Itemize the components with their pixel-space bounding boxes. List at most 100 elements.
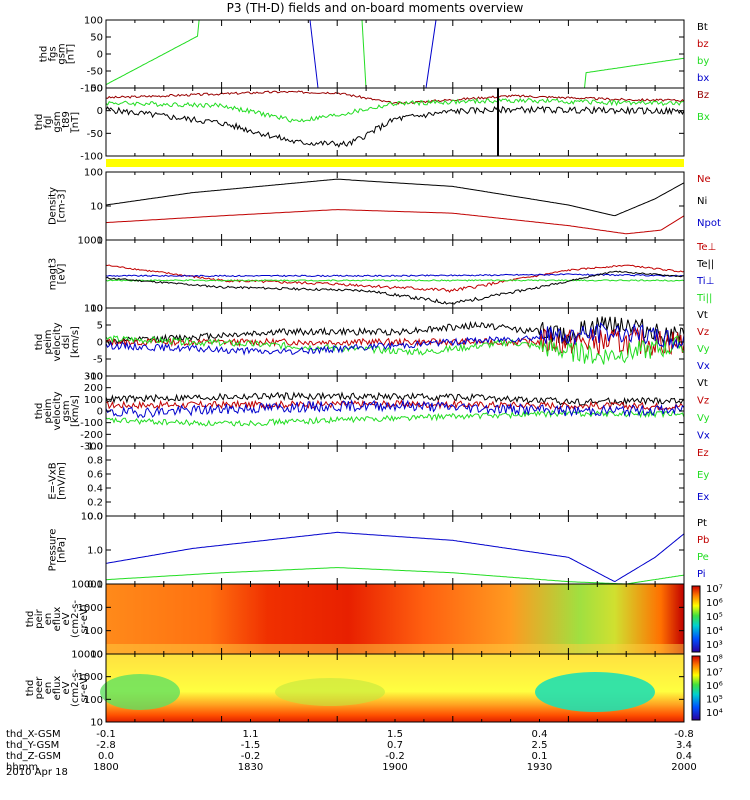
series-pi <box>105 531 685 583</box>
y-tick-label: 10 <box>90 650 103 661</box>
series-vx <box>105 398 685 419</box>
colorbar-label: 10⁵ <box>706 695 723 706</box>
footer-value: -0.2 <box>241 751 261 762</box>
y-tick-label: -100 <box>80 152 103 163</box>
y-axis-label: Pressure[nPa] <box>48 529 68 572</box>
footer-value: 1830 <box>238 762 263 773</box>
y-tick-label: -10 <box>87 372 103 383</box>
legend-entry: Vz <box>697 327 709 338</box>
y-axis-label-line: gsm <box>61 400 72 421</box>
y-tick-label: 1000 <box>78 603 103 614</box>
y-axis-label-line: [km/s] <box>70 395 81 427</box>
colorbar <box>691 585 701 653</box>
colorbar-label: 10⁶ <box>706 598 723 609</box>
y-axis-label-line: dsl <box>61 335 72 349</box>
legend-entry: Pb <box>697 535 709 546</box>
panel-efield: 1.0 0.8 0.6 0.4 0.2 0.0 E=-VxB[mV/m] Ez Ey Ex <box>48 442 710 523</box>
y-tick-label: 1000 <box>78 672 103 683</box>
series-pe <box>105 567 685 585</box>
panel-temp: 1000 100 magt3[eV] Te⊥ Te|| Ti⊥ Ti|| <box>48 236 717 315</box>
electron-spectrogram-feature <box>535 672 655 712</box>
panel-fgl: 50 0 -50 -100 thdfglgsm_t89[nT] Bz Bx <box>34 84 710 163</box>
panel-frame <box>105 445 685 517</box>
legend-entry: Ez <box>697 448 709 459</box>
series-te-par <box>105 270 684 305</box>
y-axis-label-line: peim <box>43 329 54 354</box>
colorbar-label: 10⁵ <box>706 612 723 623</box>
series-vt <box>105 391 685 406</box>
footer-value: -0.8 <box>674 729 694 740</box>
y-axis-label-line: gsm <box>52 111 63 132</box>
y-axis-label-line: (cm2-s- <box>70 600 81 638</box>
series-bx <box>309 19 319 89</box>
footer-value: 0.4 <box>676 751 692 762</box>
y-tick-label: 10000 <box>71 580 103 591</box>
panel-ionspec: 10000 1000 100 10 thdpeirenefluxeV(cm2-s-sr-… <box>25 580 723 661</box>
y-axis-label-line: eflux <box>52 676 63 701</box>
legend-entry: Te⊥ <box>696 242 716 253</box>
y-axis-label-line: [cm-3] <box>57 189 68 222</box>
y-tick-label: 0 <box>97 407 103 418</box>
legend-entry: Pe <box>697 552 709 563</box>
panel-fgs: 100 50 0 -50 -100 thdfgsgsm[nT] Bt bz by bx <box>39 16 710 95</box>
legend-entry: Pt <box>697 518 707 529</box>
footer-row-label: hhmm <box>6 762 38 773</box>
y-axis-label: magt3[eV] <box>48 258 68 291</box>
legend-entry: Pi <box>697 569 706 580</box>
footer-value: 1900 <box>382 762 407 773</box>
y-tick-label: -50 <box>87 67 103 78</box>
y-tick-label: 10000 <box>71 650 103 661</box>
panel-stack: 100500-50-100thdfgsgsm[nT]Btbzbybx500-50… <box>25 16 723 729</box>
y-axis-label-line: thd <box>39 46 50 63</box>
y-tick-label: 5 <box>97 321 103 332</box>
y-tick-label: 100 <box>84 395 103 406</box>
y-tick-label: 100 <box>84 168 103 179</box>
y-tick-label: 0.2 <box>87 498 103 509</box>
y-tick-label: 10.0 <box>81 512 103 523</box>
panel-pressure: 10.0 1.0 0.1 Pressure[nPa] Pt Pb Pe Pi <box>48 512 710 591</box>
series-ne <box>105 209 685 235</box>
y-axis-label: E=-VxB[mV/m] <box>48 462 68 500</box>
footer-value: -1.5 <box>241 740 261 751</box>
data-availability-bar <box>106 159 684 167</box>
y-axis-label-line: eV <box>61 681 72 694</box>
y-axis-label-line: [nPa] <box>57 537 68 563</box>
y-tick-label: 0 <box>97 50 103 61</box>
y-axis-label-line: (cm2-s- <box>70 669 81 707</box>
panel-frame <box>105 87 685 157</box>
y-tick-label: 1.0 <box>87 546 103 557</box>
footer-value: 1.1 <box>243 729 259 740</box>
colorbar <box>691 655 701 721</box>
legend-entry: Vx <box>697 431 710 442</box>
series-bz <box>105 90 685 105</box>
y-axis-label: thdfgsgsm[nT] <box>39 43 77 64</box>
y-axis-label-line: velocity <box>52 391 63 430</box>
footer-row-label: thd_Y-GSM <box>6 740 59 751</box>
legend-entry: Ex <box>697 492 709 503</box>
colorbar-label: 10⁶ <box>706 681 723 692</box>
series-vz <box>105 399 685 411</box>
series-by <box>105 19 684 86</box>
footer-value: 1930 <box>527 762 552 773</box>
y-tick-label: 100 <box>84 16 103 27</box>
ephemeris-footer: thd_X-GSM -0.1 1.1 1.5 0.4 -0.8 thd_Y-GSM -2.8 -… <box>6 729 697 773</box>
y-axis-label-line: [eV] <box>57 264 68 285</box>
y-tick-label: -200 <box>80 430 103 441</box>
series-vx <box>105 322 685 356</box>
legend-entry: bx <box>697 73 709 84</box>
y-tick-label: 0.4 <box>87 484 103 495</box>
series-by <box>361 19 367 89</box>
footer-value: 0.1 <box>532 751 548 762</box>
y-tick-label: 100 <box>84 304 103 315</box>
footer-value: 1800 <box>93 762 118 773</box>
y-axis-label: Density[cm-3] <box>48 187 68 225</box>
y-axis-label: thdpeimvelocitydsl[km/s] <box>34 322 81 361</box>
y-axis-label: thdpeirenefluxeV(cm2-s-sr-eV) <box>25 600 90 638</box>
y-axis-label-line: thd <box>25 611 36 628</box>
y-tick-label: 0 <box>97 338 103 349</box>
legend-entry: Te|| <box>696 259 714 270</box>
y-axis-label-line: [nT] <box>70 112 81 132</box>
footer-value: 2.5 <box>532 740 548 751</box>
